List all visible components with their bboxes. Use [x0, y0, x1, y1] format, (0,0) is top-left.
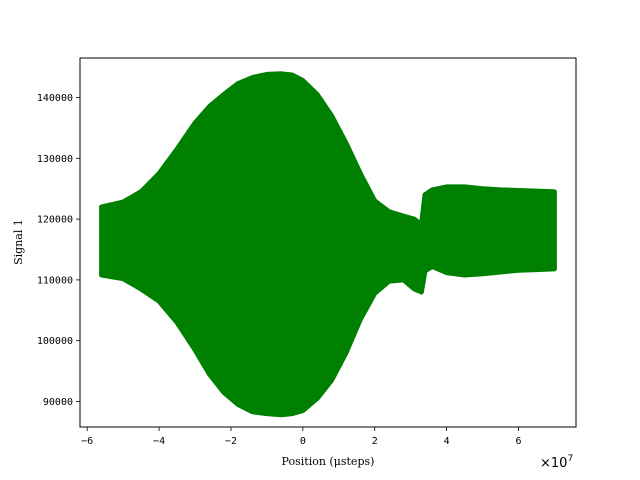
- x-tick-label: 6: [515, 436, 521, 447]
- x-tick-label: −2: [225, 436, 237, 447]
- x-tick-label: 0: [300, 436, 306, 447]
- x-axis-label: Position (μsteps): [282, 455, 375, 468]
- plot-frame: [79, 57, 577, 428]
- x-tick-label: −6: [81, 436, 93, 447]
- signal-series-1: [99, 71, 557, 418]
- x-offset-label: ×107: [540, 454, 573, 471]
- y-tick-label: 110000: [37, 275, 73, 286]
- x-tick-label: 4: [444, 436, 450, 447]
- x-axis: −6 −4 −2 0 2 4 6: [81, 427, 522, 447]
- plot-layer: [99, 71, 557, 418]
- x-offset-base: ×10: [540, 456, 567, 471]
- x-offset-exponent: 7: [567, 454, 573, 464]
- y-tick-label: 140000: [37, 93, 73, 104]
- y-tick-label: 120000: [37, 215, 73, 226]
- x-tick-label: −4: [153, 436, 165, 447]
- y-axis: 90000 100000 110000 120000 130000 140000: [37, 93, 80, 408]
- y-tick-label: 130000: [37, 154, 73, 165]
- y-tick-label: 100000: [37, 336, 73, 347]
- x-tick-label: 2: [372, 436, 378, 447]
- y-axis-label: Signal 1: [12, 219, 25, 265]
- y-tick-label: 90000: [43, 397, 73, 408]
